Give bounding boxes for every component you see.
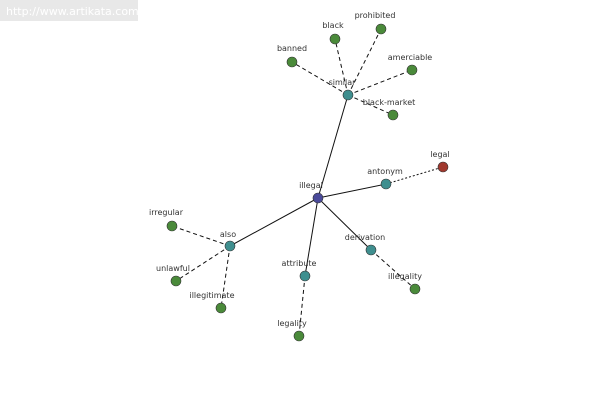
node xyxy=(312,192,324,204)
node-label: legal xyxy=(430,150,449,159)
node xyxy=(286,56,298,68)
edge xyxy=(317,197,372,251)
url-bar xyxy=(0,0,138,21)
node-label: unlawful xyxy=(156,264,190,273)
node-label: illegal xyxy=(299,181,323,190)
node xyxy=(406,64,418,76)
node xyxy=(224,240,236,252)
node-label: legality xyxy=(277,319,307,328)
node xyxy=(215,302,227,314)
edge xyxy=(220,245,231,309)
nodes: illegal similar antonym also attribute deriva… xyxy=(149,11,450,342)
edge xyxy=(334,38,349,96)
node-label: antonym xyxy=(367,167,403,176)
node xyxy=(380,178,392,190)
node-label: prohibited xyxy=(355,11,396,20)
node xyxy=(170,275,182,287)
edges xyxy=(171,28,444,337)
edge xyxy=(298,275,306,337)
node-label: black xyxy=(322,21,344,30)
node xyxy=(342,89,354,101)
node-label: banned xyxy=(277,44,307,53)
node-label: illegitimate xyxy=(189,291,234,300)
node xyxy=(387,109,399,121)
edge xyxy=(347,69,413,96)
node-label: irregular xyxy=(149,208,184,217)
edge xyxy=(317,183,387,199)
node-label: illegality xyxy=(388,272,422,281)
node xyxy=(409,283,421,295)
edge xyxy=(370,249,416,290)
node-label: also xyxy=(220,230,236,239)
url: http://www.artikata.com xyxy=(6,5,139,18)
edge xyxy=(347,94,394,116)
node xyxy=(375,23,387,35)
node xyxy=(329,33,341,45)
node xyxy=(437,161,449,173)
node xyxy=(166,220,178,232)
edge xyxy=(229,197,319,247)
node xyxy=(293,330,305,342)
edge xyxy=(171,225,231,247)
edge xyxy=(304,197,319,277)
node-label: amerciable xyxy=(388,53,433,62)
node-label: derivation xyxy=(345,233,385,242)
node xyxy=(299,270,311,282)
node xyxy=(365,244,377,256)
edge xyxy=(175,245,231,282)
edge xyxy=(385,166,444,185)
edge xyxy=(347,28,382,96)
node-label: similar xyxy=(329,78,357,87)
node-label: attribute xyxy=(282,259,317,268)
edge xyxy=(291,61,349,96)
edge xyxy=(317,94,349,199)
node-label: black-market xyxy=(363,98,416,107)
